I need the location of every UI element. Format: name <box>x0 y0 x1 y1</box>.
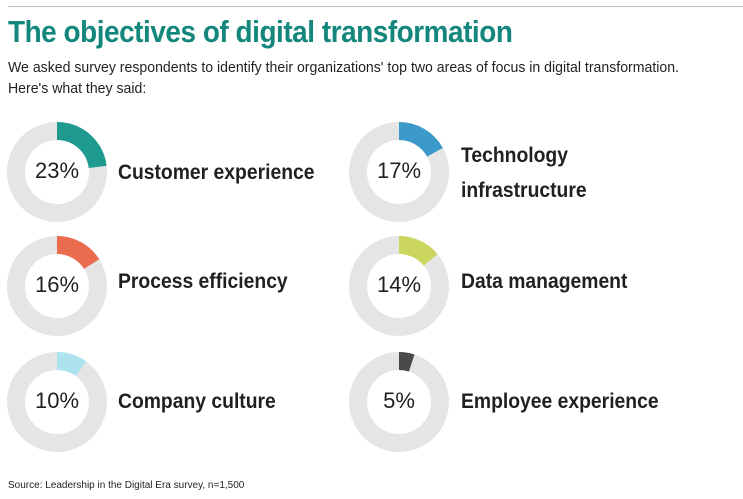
donut-customer-experience <box>7 122 107 222</box>
donut-label-employee-experience: Employee experience <box>461 390 659 413</box>
donut-value-company-culture: 10% <box>34 388 80 413</box>
donut-value-customer-experience: 23% <box>34 158 80 183</box>
donut-arc <box>56 122 107 169</box>
donut-technology-infrastructure <box>349 122 449 222</box>
donut-value-data-management: 14% <box>376 272 422 297</box>
donut-process-efficiency <box>7 236 107 336</box>
donut-label-company-culture: Company culture <box>118 390 276 413</box>
donut-employee-experience <box>349 352 449 452</box>
donut-arc <box>398 352 415 372</box>
donut-arc <box>56 236 100 270</box>
top-rule <box>8 6 743 7</box>
donut-label-customer-experience: Customer experience <box>118 161 315 184</box>
donut-label-data-management: Data management <box>461 270 628 293</box>
donut-label-process-efficiency: Process efficiency <box>118 270 288 293</box>
chart-title: The objectives of digital transformation <box>8 14 513 49</box>
donut-company-culture <box>7 352 107 452</box>
donut-data-management <box>349 236 449 336</box>
donut-value-employee-experience: 5% <box>383 388 415 413</box>
source-note: Source: Leadership in the Digital Era su… <box>8 480 245 491</box>
chart-subtitle: We asked survey respondents to identify … <box>8 59 679 97</box>
donut-value-process-efficiency: 16% <box>34 272 80 297</box>
donut-arc <box>398 236 438 267</box>
donut-label-technology-infrastructure: Technology infrastructure <box>461 144 587 202</box>
donut-arc <box>398 122 443 158</box>
donut-arc <box>56 352 87 377</box>
donut-value-technology-infrastructure: 17% <box>376 158 422 183</box>
